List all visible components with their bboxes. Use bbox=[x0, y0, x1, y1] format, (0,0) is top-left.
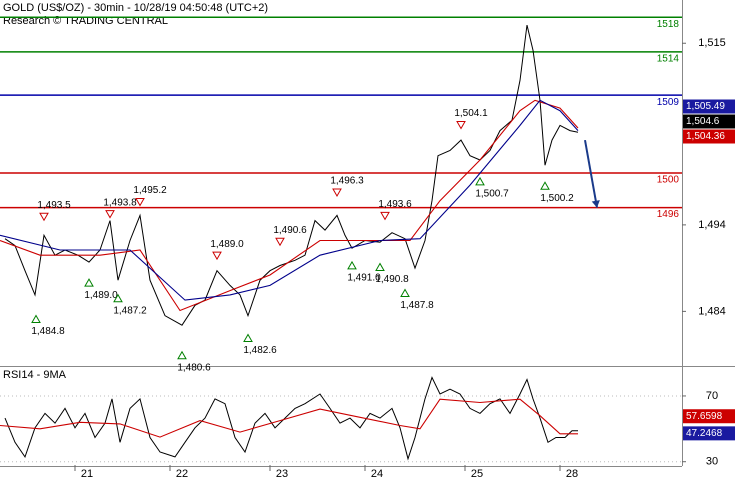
y-tick-label: 1,515 bbox=[698, 37, 726, 49]
forecast-arrowhead bbox=[591, 200, 600, 208]
x-tick-label: 23 bbox=[276, 468, 288, 480]
level-label: 1518 bbox=[657, 19, 680, 30]
forecast-arrow bbox=[584, 139, 598, 208]
support-marker bbox=[400, 288, 410, 298]
rsi-title: RSI14 - 9MA bbox=[3, 369, 67, 381]
annotation-label: 1,490.6 bbox=[273, 225, 307, 236]
price-box bbox=[683, 114, 735, 129]
chart-title: GOLD (US$/OZ) - 30min - 10/28/19 04:50:4… bbox=[3, 2, 268, 14]
annotation-label: 1,493.8 bbox=[103, 197, 137, 208]
x-tick-label: 21 bbox=[81, 468, 93, 480]
level-label: 1496 bbox=[657, 209, 680, 220]
series-line bbox=[4, 24, 579, 326]
annotation-label: 1,487.2 bbox=[113, 305, 147, 316]
support-marker bbox=[113, 293, 123, 303]
resistance-marker bbox=[380, 211, 390, 221]
annotation-label: 1,487.8 bbox=[400, 300, 434, 311]
support-marker bbox=[84, 278, 94, 287]
y-tick-label: 1,494 bbox=[698, 219, 726, 231]
support-marker bbox=[31, 314, 41, 323]
support-marker bbox=[540, 181, 550, 190]
x-tick-label: 25 bbox=[471, 468, 483, 480]
support-marker bbox=[347, 260, 357, 270]
price-box-label: 1,505.49 bbox=[686, 101, 725, 112]
support-marker bbox=[177, 350, 187, 360]
value-box bbox=[683, 426, 735, 441]
y-tick-label: 70 bbox=[706, 390, 718, 402]
price-box-label: 1,504.6 bbox=[686, 116, 720, 127]
support-marker bbox=[243, 333, 253, 342]
y-tick-label: 30 bbox=[706, 456, 718, 468]
annotation-label: 1,490.8 bbox=[375, 274, 409, 285]
level-label: 1514 bbox=[657, 54, 680, 65]
annotation-label: 1,489.0 bbox=[84, 290, 118, 301]
x-tick-label: 22 bbox=[176, 468, 188, 480]
value-box-label: 47.2468 bbox=[686, 428, 723, 439]
resistance-marker bbox=[456, 121, 466, 130]
annotation-label: 1,504.1 bbox=[454, 108, 488, 119]
resistance-marker bbox=[332, 188, 342, 197]
resistance-marker bbox=[105, 210, 115, 219]
price-box bbox=[683, 129, 735, 144]
resistance-marker bbox=[275, 237, 285, 247]
annotation-label: 1,500.7 bbox=[475, 189, 509, 200]
value-box bbox=[683, 409, 735, 424]
annotation-label: 1,496.3 bbox=[330, 176, 364, 187]
annotation-label: 1,489.0 bbox=[210, 239, 244, 250]
value-box-label: 57.6598 bbox=[686, 411, 723, 422]
price-box-label: 1,504.36 bbox=[686, 131, 725, 142]
annotation-label: 1,495.2 bbox=[133, 185, 167, 196]
resistance-marker bbox=[39, 212, 49, 222]
support-marker bbox=[375, 262, 385, 272]
annotation-label: 1,482.6 bbox=[243, 345, 277, 356]
annotation-label: 1,493.5 bbox=[37, 200, 71, 211]
resistance-marker bbox=[212, 251, 222, 261]
price-box bbox=[683, 99, 735, 114]
series-line bbox=[0, 99, 579, 312]
series-line bbox=[0, 99, 579, 301]
x-tick-label: 24 bbox=[371, 468, 383, 480]
annotation-label: 1,491.0 bbox=[347, 272, 381, 283]
level-label: 1500 bbox=[657, 175, 680, 186]
support-marker bbox=[475, 176, 485, 186]
annotation-label: 1,480.6 bbox=[177, 362, 211, 373]
y-tick-label: 1,484 bbox=[698, 305, 726, 317]
series-line bbox=[0, 398, 578, 438]
x-tick-label: 28 bbox=[566, 468, 578, 480]
resistance-marker bbox=[135, 198, 145, 207]
annotation-label: 1,493.6 bbox=[378, 199, 412, 210]
annotation-label: 1,500.2 bbox=[540, 193, 574, 204]
annotation-label: 1,484.8 bbox=[31, 326, 65, 337]
level-label: 1509 bbox=[657, 97, 680, 108]
